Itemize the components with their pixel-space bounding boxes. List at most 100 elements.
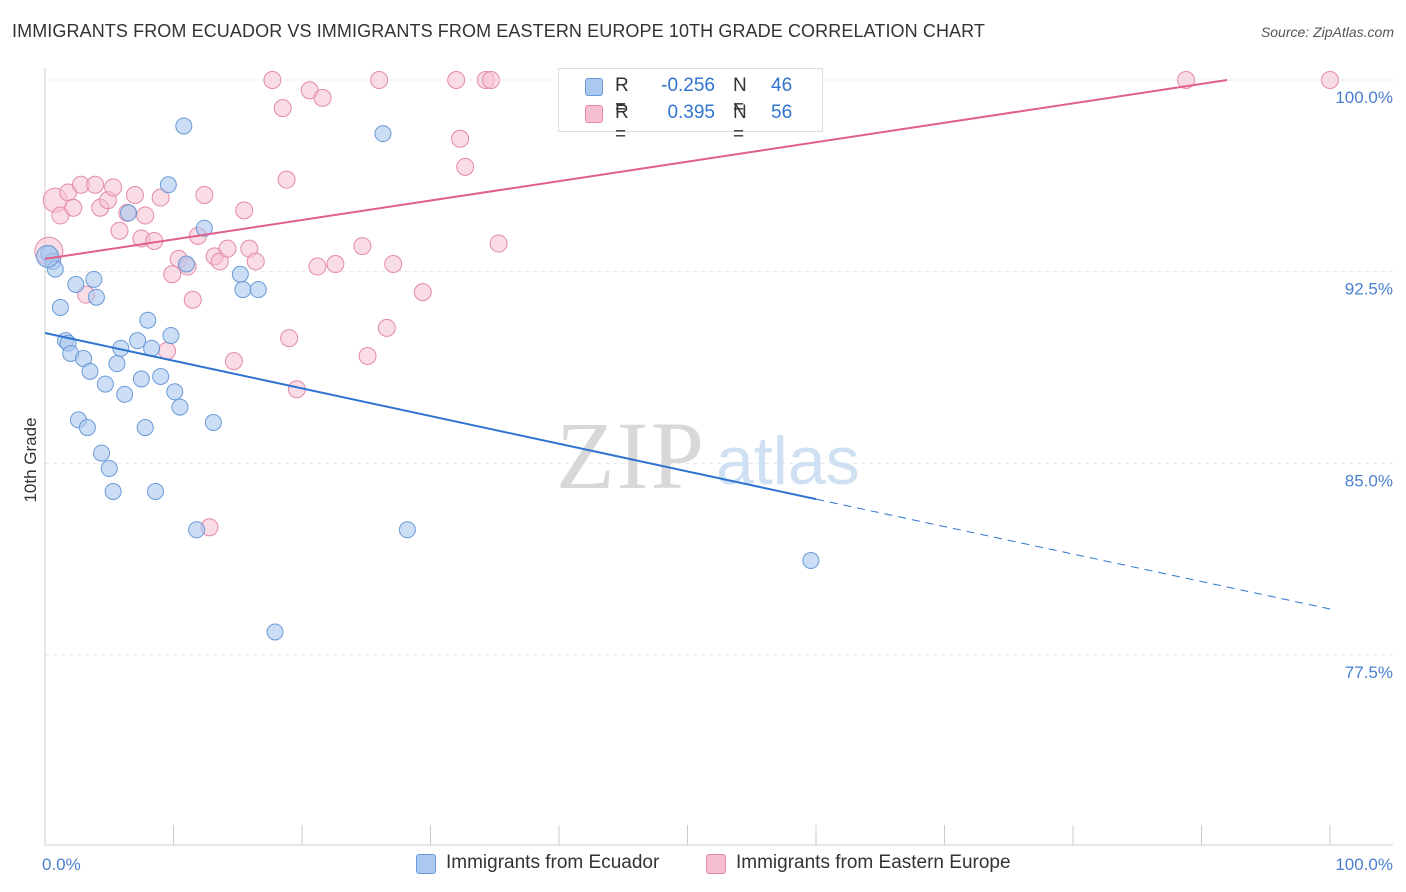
source-label: Source: ZipAtlas.com [1260, 24, 1394, 40]
point-ecuador [67, 275, 85, 293]
point-ecuador [152, 367, 170, 385]
point-ecuador [171, 398, 189, 416]
point-ecuador [104, 482, 122, 500]
y-tick-label: 85.0% [1345, 471, 1393, 490]
point-eastern-europe [384, 255, 403, 273]
y-tick-label: 77.5% [1345, 663, 1393, 682]
x-tick-label: 0.0% [42, 855, 81, 874]
point-eastern-europe [413, 283, 432, 302]
legend-r-value: 0.395 [667, 102, 715, 123]
gridlines [45, 79, 1393, 656]
tick-labels: 100.0% 92.5% 85.0% 77.5% 0.0% 100.0% [42, 88, 1393, 874]
point-ecuador [100, 459, 118, 477]
point-eastern-europe [110, 221, 129, 240]
legend-r-label: R = [615, 102, 629, 145]
point-eastern-europe [308, 257, 327, 276]
point-eastern-europe [358, 347, 377, 365]
x-tick-label: 100.0% [1335, 855, 1393, 874]
y-axis-label-wrap: 10th Grade [14, 400, 44, 520]
point-ecuador [96, 375, 114, 393]
point-eastern-europe [218, 239, 237, 258]
bottom-legend-label-ecuador: Immigrants from Ecuador [446, 852, 660, 873]
point-ecuador [166, 383, 184, 401]
point-ecuador [195, 219, 213, 237]
point-eastern-europe [158, 341, 177, 360]
point-ecuador [234, 281, 252, 299]
legend-swatch-pink [585, 105, 603, 123]
chart-title: IMMIGRANTS FROM ECUADOR VS IMMIGRANTS FR… [12, 21, 986, 41]
point-ecuador [266, 623, 284, 641]
y-axis-label: 10th Grade [21, 417, 40, 502]
point-eastern-europe [447, 71, 466, 89]
point-eastern-europe [456, 157, 475, 176]
point-eastern-europe [481, 71, 500, 89]
point-eastern-europe [273, 99, 292, 118]
point-eastern-europe [277, 170, 296, 189]
point-ecuador [374, 125, 392, 143]
point-ecuador [147, 482, 165, 500]
point-ecuador [120, 204, 138, 222]
point-ecuador [231, 265, 249, 283]
bottom-legend-label-eastern-europe: Immigrants from Eastern Europe [736, 852, 1011, 873]
point-ecuador [249, 281, 267, 299]
point-ecuador [136, 419, 154, 437]
correlation-legend: R = -0.256 N = 46 R = 0.395 N = 56 [558, 68, 823, 145]
point-ecuador [139, 311, 157, 329]
point-ecuador [159, 176, 177, 194]
trend-lines [44, 79, 1331, 610]
watermark-zip: ZIP [556, 402, 706, 509]
point-eastern-europe [183, 290, 202, 309]
point-ecuador [162, 327, 180, 345]
point-ecuador [177, 255, 195, 273]
point-ecuador [129, 332, 147, 350]
point-ecuador [802, 551, 820, 569]
point-ecuador [398, 521, 416, 539]
point-eastern-europe [370, 71, 389, 89]
legend-swatch-blue [585, 78, 603, 96]
point-eastern-europe [195, 186, 214, 204]
point-eastern-europe [326, 255, 345, 273]
bottom-legend-swatch-blue [416, 854, 436, 874]
point-ecuador [78, 419, 96, 437]
axes [44, 68, 1393, 846]
point-ecuador [51, 298, 69, 316]
point-ecuador [85, 270, 103, 288]
point-eastern-europe [136, 206, 155, 225]
legend-n-value: 46 [771, 75, 793, 96]
y-tick-label: 100.0% [1335, 88, 1393, 107]
point-eastern-europe [1177, 71, 1196, 89]
point-eastern-europe [86, 175, 105, 194]
watermark-atlas: atlas [716, 423, 860, 499]
bottom-legend-swatch-pink [706, 854, 726, 874]
point-ecuador [204, 413, 222, 431]
legend-n-value: 56 [771, 102, 793, 123]
legend-r-label: R = [615, 75, 629, 118]
trend-line-eastern-europe [44, 79, 1228, 260]
point-ecuador [132, 370, 150, 388]
point-ecuador [108, 355, 126, 373]
point-eastern-europe [224, 352, 243, 371]
point-eastern-europe [235, 201, 254, 220]
trend-line-ecuador [44, 332, 817, 501]
point-ecuador [81, 362, 99, 380]
legend-r-value: -0.256 [661, 75, 715, 96]
series-ecuador-points [36, 117, 820, 641]
legend-n-label: N = [733, 102, 747, 145]
point-eastern-europe [489, 234, 508, 253]
point-eastern-europe [1321, 71, 1339, 89]
point-ecuador [93, 444, 111, 462]
point-eastern-europe [151, 188, 170, 207]
legend-n-label: N = [733, 75, 747, 118]
watermark: ZIP atlas [556, 402, 860, 509]
point-ecuador [87, 288, 105, 306]
point-ecuador [116, 385, 134, 403]
point-eastern-europe [163, 265, 182, 284]
point-eastern-europe [125, 186, 144, 204]
point-ecuador [175, 117, 193, 135]
point-ecuador [188, 521, 206, 539]
point-eastern-europe [377, 318, 396, 337]
point-eastern-europe [280, 329, 299, 348]
point-eastern-europe [246, 252, 265, 271]
y-tick-label: 92.5% [1345, 280, 1393, 299]
